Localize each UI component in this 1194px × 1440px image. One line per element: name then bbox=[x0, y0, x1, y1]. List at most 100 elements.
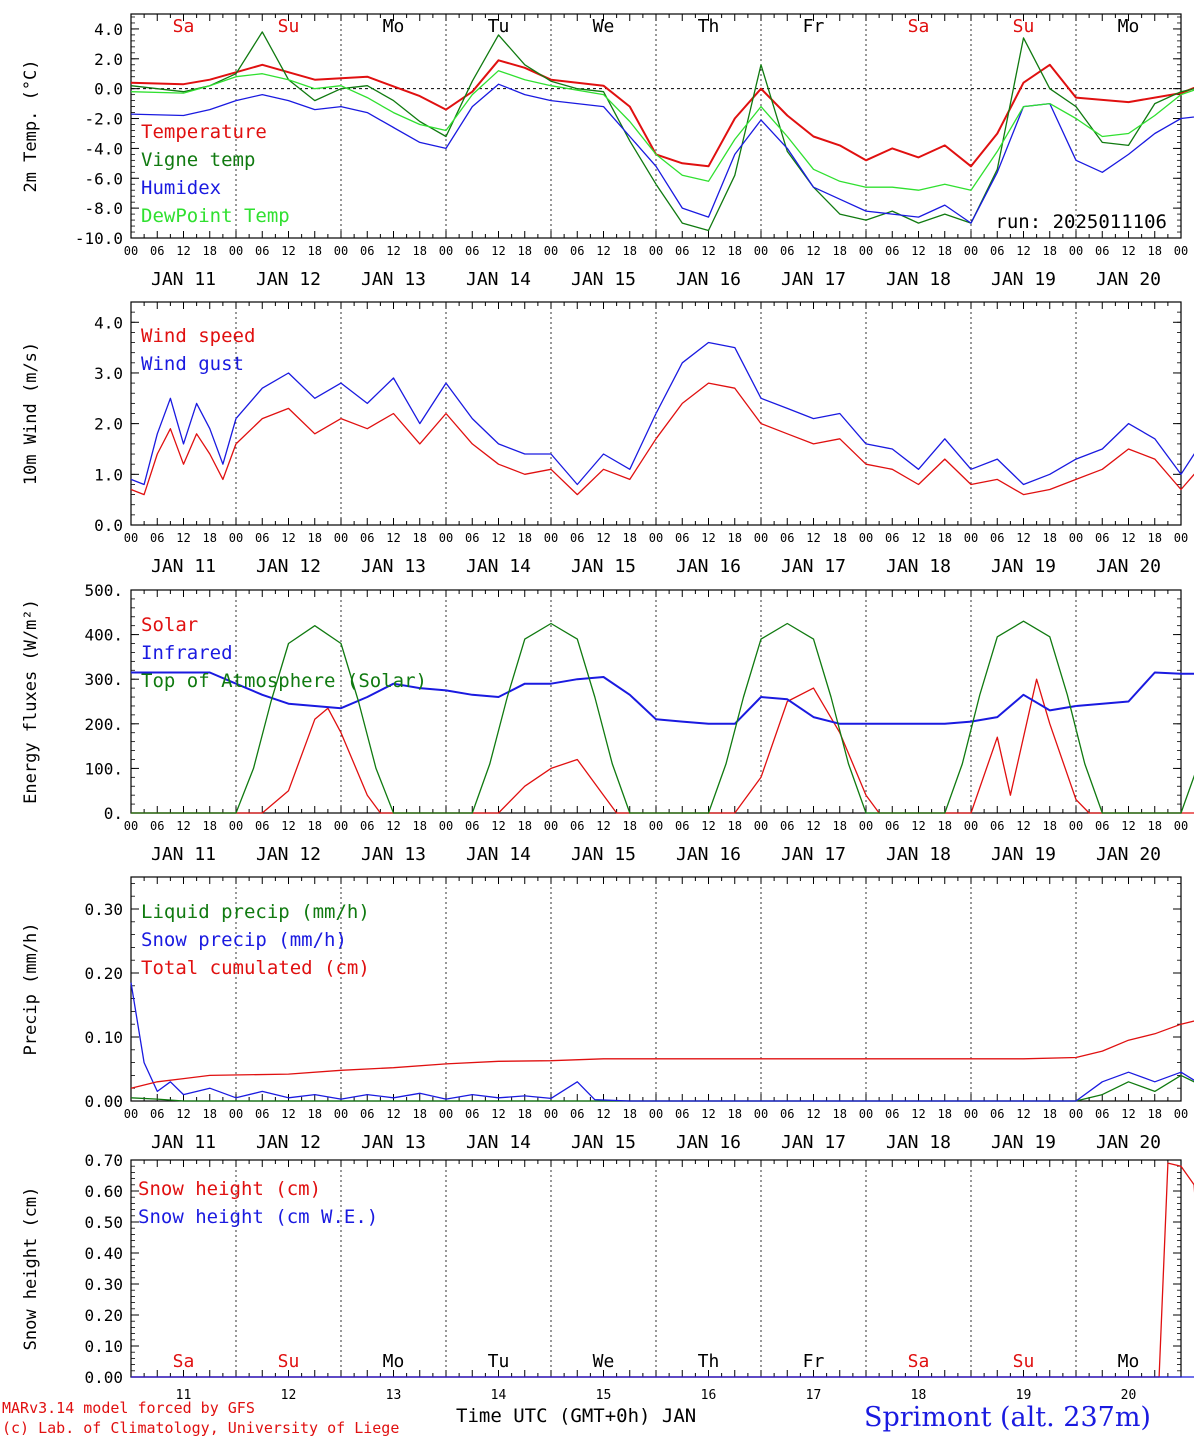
hour-label: 00 bbox=[964, 531, 978, 545]
hour-label: 18 bbox=[833, 244, 847, 258]
y-tick-label: -8.0 bbox=[84, 199, 123, 218]
hour-label: 00 bbox=[1069, 244, 1083, 258]
hour-label: 18 bbox=[1043, 531, 1057, 545]
hour-label: 12 bbox=[176, 244, 190, 258]
hour-label: 06 bbox=[150, 244, 164, 258]
date-label: JAN 14 bbox=[466, 1132, 531, 1153]
panel-1: 4.0 2.0 0.0 -2.0 -4.0 -6.0 -8.0 -10.0 2m Temp. (… bbox=[21, 13, 1194, 290]
hour-label: 06 bbox=[990, 1107, 1004, 1121]
date-label: JAN 17 bbox=[781, 1132, 846, 1153]
hour-label: 18 bbox=[413, 819, 427, 833]
hour-label: 18 bbox=[938, 1107, 952, 1121]
hour-label: 12 bbox=[806, 531, 820, 545]
weekday-label: Tu bbox=[488, 16, 510, 37]
y-axis-label: 10m Wind (m/s) bbox=[21, 342, 41, 485]
hour-label: 06 bbox=[570, 244, 584, 258]
date-label: JAN 19 bbox=[991, 1132, 1056, 1153]
hour-label: 00 bbox=[1174, 1107, 1188, 1121]
hour-label: 00 bbox=[754, 1107, 768, 1121]
hour-label: 06 bbox=[990, 244, 1004, 258]
weekday-label: Su bbox=[1013, 1351, 1035, 1372]
hour-label: 06 bbox=[255, 819, 269, 833]
weekday-label: Mo bbox=[383, 16, 405, 37]
date-label: JAN 18 bbox=[886, 269, 951, 290]
y-tick-label: 0.00 bbox=[84, 1092, 123, 1111]
hour-label: 06 bbox=[465, 819, 479, 833]
legend-entry: Wind speed bbox=[141, 325, 255, 347]
hour-label: 06 bbox=[570, 531, 584, 545]
hour-label: 00 bbox=[544, 819, 558, 833]
weekday-label: Mo bbox=[383, 1351, 405, 1372]
hour-label: 06 bbox=[1095, 1107, 1109, 1121]
y-tick-label: -10.0 bbox=[75, 229, 123, 248]
y-tick-label: 0.10 bbox=[84, 1028, 123, 1047]
hour-label: 00 bbox=[754, 819, 768, 833]
hour-label: 18 bbox=[623, 1107, 637, 1121]
hour-label: 00 bbox=[1069, 819, 1083, 833]
hour-label: 00 bbox=[859, 531, 873, 545]
panel-4: 0.30 0.20 0.10 0.00 Precip (mm/h) 00 06 12 18 JAN… bbox=[21, 876, 1194, 1153]
y-tick-label: 0.10 bbox=[84, 1337, 123, 1356]
panel-3: 500. 400. 300. 200. 100. 0. Energy fluxes (W/m… bbox=[21, 581, 1194, 865]
legend-entry: Total cumulated (cm) bbox=[141, 957, 370, 979]
hour-label: 18 bbox=[833, 819, 847, 833]
hour-label: 12 bbox=[491, 819, 505, 833]
date-label: JAN 11 bbox=[151, 556, 216, 577]
hour-label: 12 bbox=[1016, 531, 1030, 545]
y-tick-label: 300. bbox=[84, 670, 123, 689]
hour-label: 12 bbox=[911, 244, 925, 258]
y-tick-label: 1.0 bbox=[94, 465, 123, 484]
y-tick-label: 3.0 bbox=[94, 364, 123, 383]
hour-label: 06 bbox=[465, 1107, 479, 1121]
hour-label: 00 bbox=[964, 244, 978, 258]
date-label: JAN 17 bbox=[781, 556, 846, 577]
date-label: JAN 15 bbox=[571, 269, 636, 290]
y-tick-label: 2.0 bbox=[94, 415, 123, 434]
y-tick-label: 0.50 bbox=[84, 1213, 123, 1232]
hour-label: 12 bbox=[491, 531, 505, 545]
legend-entry: Vigne temp bbox=[141, 149, 255, 171]
hour-label: 00 bbox=[1069, 531, 1083, 545]
y-tick-label: 4.0 bbox=[94, 313, 123, 332]
hour-label: 12 bbox=[701, 531, 715, 545]
weekday-label: We bbox=[593, 16, 615, 37]
hour-label: 18 bbox=[413, 531, 427, 545]
hour-label: 12 bbox=[491, 244, 505, 258]
hour-label: 06 bbox=[990, 531, 1004, 545]
day-number-label: 16 bbox=[701, 1388, 717, 1403]
hour-label: 18 bbox=[308, 244, 322, 258]
date-label: JAN 12 bbox=[256, 1132, 321, 1153]
y-axis-label: Energy fluxes (W/m²) bbox=[21, 599, 41, 804]
date-label: JAN 20 bbox=[1096, 1132, 1161, 1153]
hour-label: 18 bbox=[938, 244, 952, 258]
y-tick-label: 0.60 bbox=[84, 1182, 123, 1201]
hour-label: 06 bbox=[360, 819, 374, 833]
date-label: JAN 14 bbox=[466, 556, 531, 577]
y-tick-label: 4.0 bbox=[94, 20, 123, 39]
hour-label: 12 bbox=[386, 244, 400, 258]
date-label: JAN 16 bbox=[676, 1132, 741, 1153]
hour-label: 12 bbox=[596, 819, 610, 833]
y-tick-label: -6.0 bbox=[84, 169, 123, 188]
date-label: JAN 15 bbox=[571, 1132, 636, 1153]
y-tick-label: 400. bbox=[84, 626, 123, 645]
hour-label: 18 bbox=[728, 819, 742, 833]
hour-label: 00 bbox=[229, 244, 243, 258]
hour-label: 00 bbox=[859, 1107, 873, 1121]
hour-label: 12 bbox=[281, 244, 295, 258]
weekday-label: We bbox=[593, 1351, 615, 1372]
series-line-3 bbox=[131, 620, 1194, 814]
hour-label: 00 bbox=[649, 1107, 663, 1121]
hour-label: 06 bbox=[570, 1107, 584, 1121]
hour-label: 06 bbox=[675, 244, 689, 258]
hour-label: 18 bbox=[938, 819, 952, 833]
panel-5: 0.70 0.60 0.50 0.40 0.30 0.20 0.10 0.00 Snow hei… bbox=[21, 1151, 1194, 1403]
x-axis-title: Time UTC (GMT+0h) JAN bbox=[456, 1405, 697, 1427]
hour-label: 18 bbox=[203, 244, 217, 258]
hour-label: 12 bbox=[176, 819, 190, 833]
date-label: JAN 16 bbox=[676, 556, 741, 577]
panel-2: 4.0 3.0 2.0 1.0 0.0 10m Wind (m/s) 00 06 12 18 JAN… bbox=[21, 301, 1194, 577]
hour-label: 18 bbox=[413, 244, 427, 258]
series-line-2 bbox=[130, 982, 1194, 1102]
date-label: JAN 16 bbox=[676, 269, 741, 290]
